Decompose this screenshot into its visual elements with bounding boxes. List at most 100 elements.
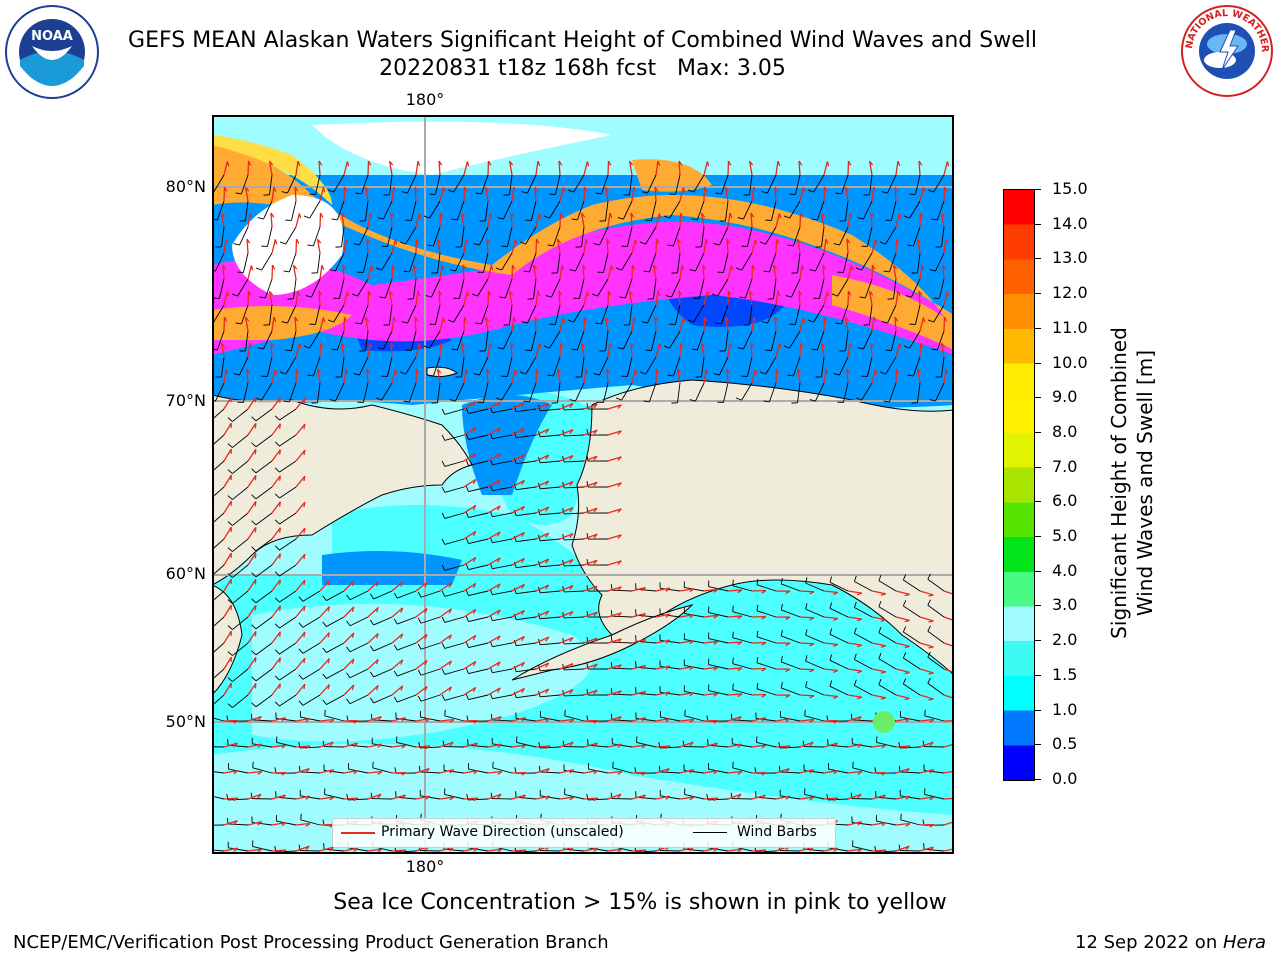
wind-barb — [588, 768, 609, 774]
wave-arrow — [367, 848, 382, 852]
wave-arrow — [799, 642, 815, 645]
wind-barb — [434, 304, 441, 325]
wind-barb — [756, 850, 777, 853]
wave-arrow-head — [713, 640, 719, 645]
wave-arrow — [271, 716, 286, 722]
wave-arrow — [919, 590, 934, 596]
wind-barb-flag — [355, 192, 362, 195]
wave-arrow-head — [633, 186, 637, 193]
wave-arrow-head — [233, 719, 239, 724]
wind-barb-flag — [569, 399, 576, 402]
wave-arrow-head — [617, 793, 622, 799]
wind-barb-flag — [322, 673, 327, 679]
wind-barb — [611, 589, 633, 592]
wind-barb-flag — [735, 267, 742, 271]
wind-barb — [420, 694, 441, 702]
lon-label-bottom: 180° — [405, 857, 445, 876]
wave-arrow-head — [665, 745, 671, 750]
wind-barb-flag — [569, 269, 576, 272]
wind-barb — [540, 694, 561, 698]
wind-barb — [455, 382, 465, 402]
wave-arrow — [271, 849, 287, 852]
wave-arrow — [655, 161, 659, 176]
wave-arrow-head — [389, 160, 394, 166]
wave-arrow — [871, 849, 887, 852]
wave-arrow — [270, 212, 273, 228]
wave-arrow-head — [617, 848, 623, 853]
wind-barb — [255, 642, 273, 656]
wind-barb — [506, 226, 513, 247]
wind-barb — [468, 642, 489, 648]
wave-arrow-head — [472, 427, 477, 433]
wind-barb — [481, 304, 489, 325]
wave-arrow-head — [226, 161, 230, 167]
wind-barb — [212, 795, 225, 800]
wave-arrow — [727, 743, 742, 748]
wave-arrow-head — [945, 368, 949, 375]
wave-arrow — [559, 611, 574, 618]
wind-barb — [805, 660, 825, 670]
wind-barb — [279, 434, 297, 447]
wave-arrow-head — [799, 342, 804, 348]
wind-barb — [255, 616, 273, 630]
wind-barb — [636, 741, 657, 748]
wave-arrow — [607, 586, 622, 592]
wave-arrow-head — [727, 160, 732, 166]
wind-barb — [232, 434, 249, 448]
wind-barb — [212, 771, 225, 774]
wave-arrow-head — [607, 160, 612, 166]
wind-barb-flag — [902, 600, 907, 607]
wave-arrow-head — [377, 716, 382, 721]
wave-arrow-head — [726, 238, 731, 244]
wave-arrow-head — [946, 161, 950, 167]
wave-arrow — [292, 265, 297, 280]
wind-barb — [269, 174, 273, 195]
wind-barb-flag — [346, 698, 351, 705]
wind-barb — [540, 616, 561, 620]
wind-barb — [433, 356, 441, 377]
wind-barb — [674, 304, 681, 325]
wind-barb — [228, 798, 249, 801]
wind-barb — [492, 408, 513, 414]
wave-arrow-head — [593, 481, 598, 487]
wave-arrow — [511, 505, 525, 514]
wave-arrow — [486, 368, 489, 384]
wave-arrow — [556, 369, 561, 384]
wind-barb — [276, 820, 297, 826]
wave-arrow — [583, 369, 587, 384]
wind-barb — [821, 356, 825, 377]
wave-arrow-head — [809, 769, 815, 774]
wave-arrow-head — [593, 637, 598, 643]
wind-barb — [767, 304, 777, 324]
wind-barb — [732, 611, 753, 618]
wind-barb — [468, 512, 489, 518]
wind-barb — [933, 174, 945, 193]
wind-barb — [769, 382, 777, 403]
wind-barb — [794, 304, 801, 325]
wave-arrow — [823, 797, 839, 800]
wave-arrow-head — [873, 316, 877, 323]
wave-arrow — [415, 717, 430, 722]
wave-arrow — [847, 820, 862, 826]
wave-arrow-head — [278, 423, 281, 429]
wave-arrow — [438, 160, 441, 176]
wind-barb-flag — [595, 192, 602, 195]
wave-arrow — [751, 239, 757, 254]
wind-barb-flag — [441, 460, 446, 467]
wave-arrow-head — [473, 719, 479, 724]
wave-arrow — [916, 239, 921, 254]
wave-arrow-head — [297, 290, 301, 297]
wave-arrow — [223, 291, 229, 306]
wind-barb-flag — [417, 617, 422, 624]
wave-field-mid — [322, 551, 462, 585]
wave-arrow — [463, 426, 477, 436]
wind-barb — [557, 382, 561, 403]
wind-barb-flag — [829, 576, 833, 583]
wind-barb — [701, 356, 705, 377]
wind-barb-flag — [617, 347, 624, 350]
wind-barb — [213, 304, 225, 323]
wave-arrow-head — [394, 369, 398, 375]
wind-barb — [341, 226, 345, 247]
wave-arrow-head — [893, 264, 898, 270]
wind-barb — [525, 356, 537, 375]
